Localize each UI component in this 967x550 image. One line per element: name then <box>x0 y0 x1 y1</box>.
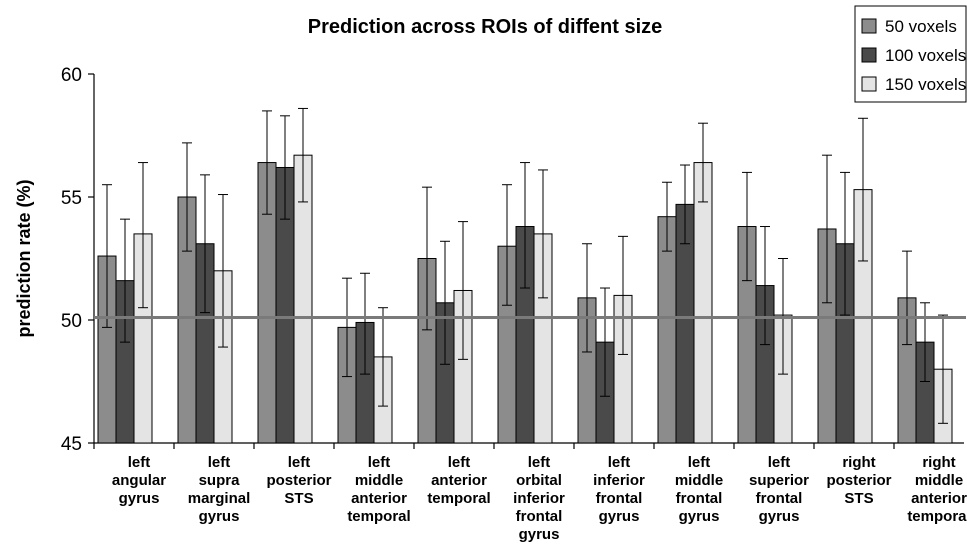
x-tick-label-line: left <box>288 454 311 471</box>
x-tick-label-line: middle <box>355 472 403 489</box>
x-tick-label: left middle frontal gyrus <box>675 454 723 525</box>
y-tick-label: 45 <box>61 434 82 455</box>
x-tick-label-line: superior <box>749 472 809 489</box>
x-tick-label-line: gyrus <box>759 508 800 525</box>
x-tick-label-line: STS <box>844 490 873 507</box>
x-tick-label-line: temporal <box>427 490 490 507</box>
x-tick-label-line: frontal <box>756 490 803 507</box>
x-tick-label-line: left <box>448 454 471 471</box>
x-tick-label-line: left <box>128 454 151 471</box>
x-tick-label-line: frontal <box>596 490 643 507</box>
x-tick-label-line: orbital <box>516 472 562 489</box>
legend-swatch <box>861 47 877 63</box>
x-tick-label-line: left <box>528 454 551 471</box>
x-tick-label: left inferior frontal gyrus <box>593 454 645 525</box>
x-tick-label-line: inferior <box>593 472 645 489</box>
x-tick-label: right posterior STS <box>826 454 891 507</box>
legend-swatch <box>861 18 877 34</box>
legend-label: 100 voxels <box>885 46 966 65</box>
x-tick-label: left superior frontal gyrus <box>749 454 809 525</box>
x-tick-label-line: middle <box>915 472 963 489</box>
legend: 50 voxels 100 voxels 150 voxels <box>854 5 967 103</box>
x-tick-label-line: anterior <box>911 490 967 507</box>
x-tick-label-line: STS <box>284 490 313 507</box>
x-tick-label-line: anterior <box>431 472 487 489</box>
x-tick-label-line: supra <box>199 472 241 489</box>
legend-swatch <box>861 76 877 92</box>
x-tick-label-line: angular <box>112 472 166 489</box>
x-tick-label-line: posterior <box>266 472 331 489</box>
x-tick-label-line: right <box>922 454 955 471</box>
x-tick-label-line: gyrus <box>119 490 160 507</box>
y-tick-label: 50 <box>61 311 82 332</box>
x-tick-label: left posterior STS <box>266 454 331 507</box>
x-tick-label: left orbital inferior frontal gyrus <box>513 454 565 543</box>
legend-label: 50 voxels <box>885 17 957 36</box>
x-tick-label-line: temporal <box>907 508 967 525</box>
x-tick-label-line: temporal <box>347 508 410 525</box>
x-tick-label-line: marginal <box>188 490 251 507</box>
x-tick-label-line: middle <box>675 472 723 489</box>
x-tick-label-line: gyrus <box>679 508 720 525</box>
y-tick-label: 55 <box>61 188 82 209</box>
legend-label: 150 voxels <box>885 75 966 94</box>
x-tick-label-line: left <box>608 454 631 471</box>
x-tick-label-line: posterior <box>826 472 891 489</box>
chart-title: Prediction across ROIs of diffent size <box>308 16 663 38</box>
x-tick-label-line: frontal <box>676 490 723 507</box>
x-tick-label-line: right <box>842 454 875 471</box>
x-tick-label-line: frontal <box>516 508 563 525</box>
x-tick-label: left supra marginal gyrus <box>188 454 251 525</box>
x-tick-label-line: gyrus <box>519 526 560 543</box>
x-tick-label-line: left <box>368 454 391 471</box>
x-tick-label: right middle anterior temporal <box>907 454 967 525</box>
x-tick-label-line: inferior <box>513 490 565 507</box>
x-tick-label: left angular gyrus <box>112 454 166 507</box>
y-axis-label: prediction rate (%) <box>14 179 34 337</box>
x-tick-label-line: left <box>768 454 791 471</box>
y-tick-label: 60 <box>61 65 82 86</box>
x-tick-label: left middle anterior temporal <box>347 454 410 525</box>
x-tick-label-line: gyrus <box>199 508 240 525</box>
x-tick-label-line: left <box>208 454 231 471</box>
x-tick-label-line: left <box>688 454 711 471</box>
x-tick-label-line: anterior <box>351 490 407 507</box>
bar <box>693 162 713 444</box>
x-tick-label-line: gyrus <box>599 508 640 525</box>
x-tick-label: left anterior temporal <box>427 454 490 507</box>
